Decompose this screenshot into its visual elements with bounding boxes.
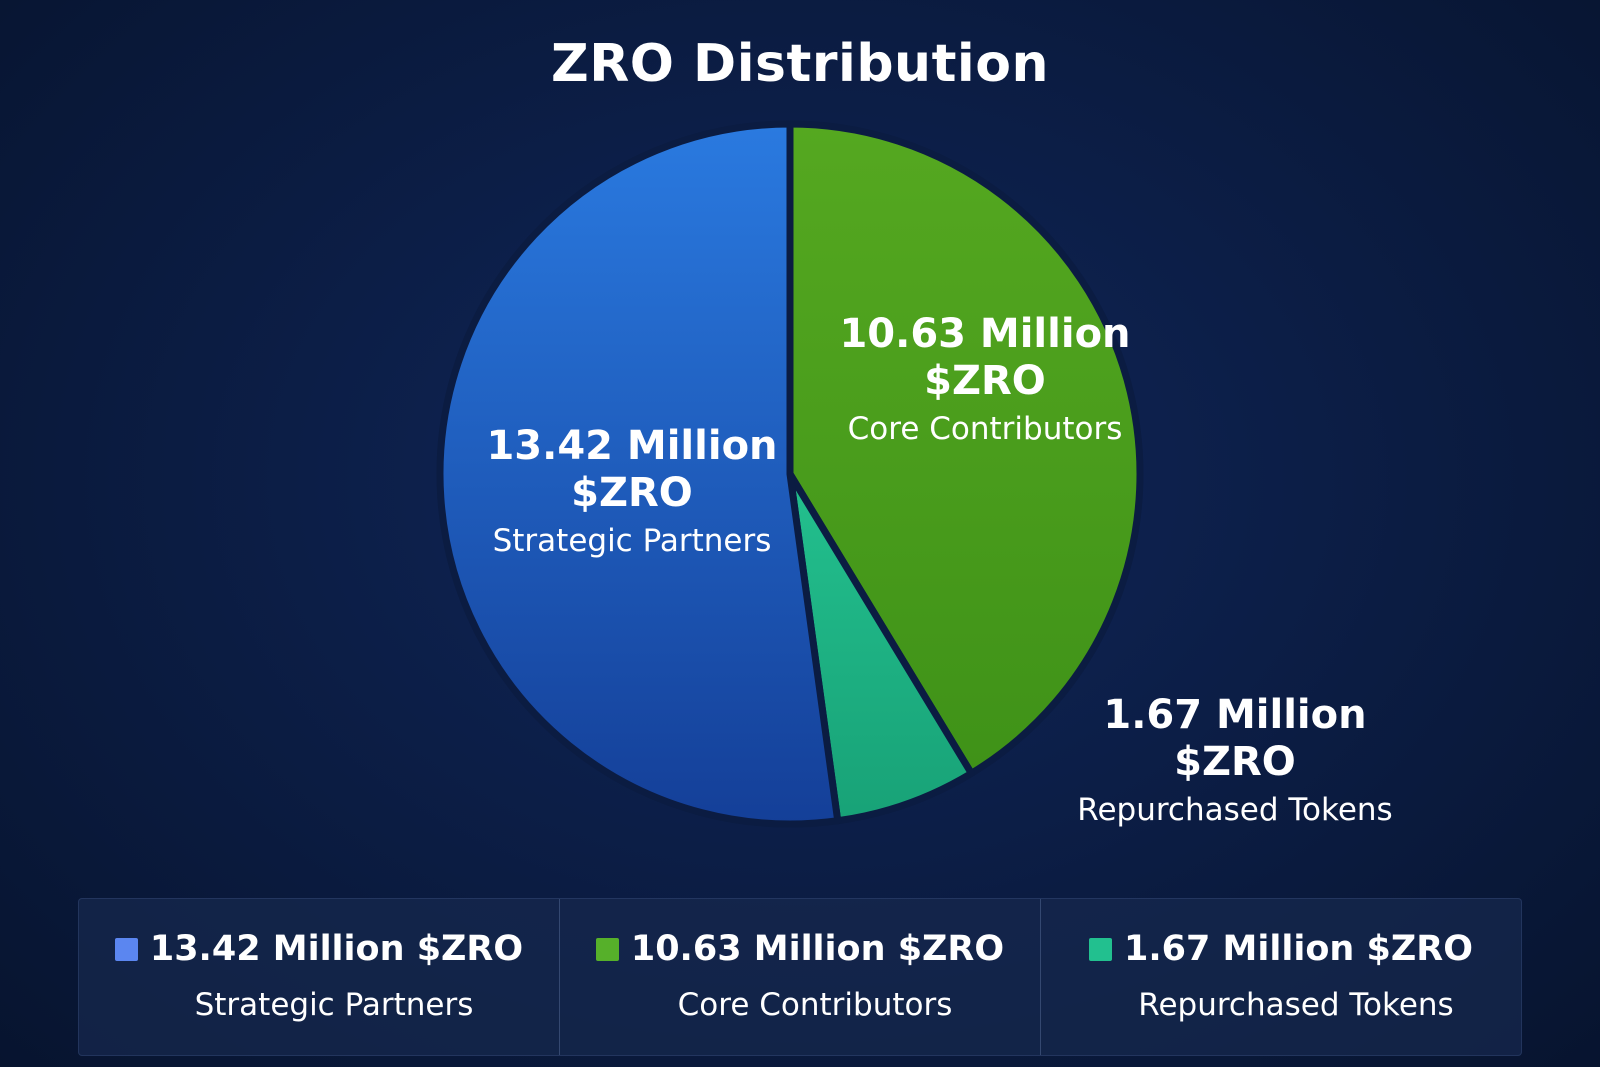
legend-item-core-contributors: 10.63 Million $ZRO Core Contributors <box>560 899 1041 1055</box>
slice-strategic-partners <box>436 120 842 828</box>
slice-label-repurchased-tokens: 1.67 Million $ZRO Repurchased Tokens <box>1055 692 1415 829</box>
legend: 13.42 Million $ZRO Strategic Partners 10… <box>78 898 1522 1056</box>
legend-item-strategic-partners: 13.42 Million $ZRO Strategic Partners <box>79 899 560 1055</box>
legend-swatch <box>595 937 619 961</box>
slice-category: Strategic Partners <box>492 523 772 560</box>
slice-core-contributors <box>786 120 1144 777</box>
slice-unit: $ZRO <box>1174 739 1296 786</box>
legend-amount: 1.67 Million $ZRO <box>1124 929 1473 969</box>
slice-category: Repurchased Tokens <box>1077 792 1393 829</box>
slice-label-core-contributors: 10.63 Million $ZRO Core Contributors <box>815 311 1155 448</box>
slice-unit: $ZRO <box>924 358 1046 405</box>
legend-amount: 10.63 Million $ZRO <box>630 929 1005 969</box>
slice-unit: $ZRO <box>571 470 693 517</box>
legend-category: Repurchased Tokens <box>1138 987 1454 1023</box>
slice-amount: 13.42 Million <box>486 423 778 469</box>
slice-category: Core Contributors <box>847 411 1123 448</box>
legend-swatch <box>114 937 138 961</box>
slice-repurchased-tokens <box>786 470 975 825</box>
slice-label-strategic-partners: 13.42 Million $ZRO Strategic Partners <box>462 423 802 560</box>
slice-amount: 1.67 Million <box>1103 692 1367 738</box>
legend-amount: 13.42 Million $ZRO <box>149 929 524 969</box>
legend-category: Strategic Partners <box>194 987 474 1023</box>
slice-amount: 10.63 Million <box>839 311 1131 357</box>
legend-category: Core Contributors <box>677 987 953 1023</box>
legend-swatch <box>1089 937 1113 961</box>
chart-title: ZRO Distribution <box>551 34 1049 94</box>
legend-item-repurchased-tokens: 1.67 Million $ZRO Repurchased Tokens <box>1041 899 1521 1055</box>
